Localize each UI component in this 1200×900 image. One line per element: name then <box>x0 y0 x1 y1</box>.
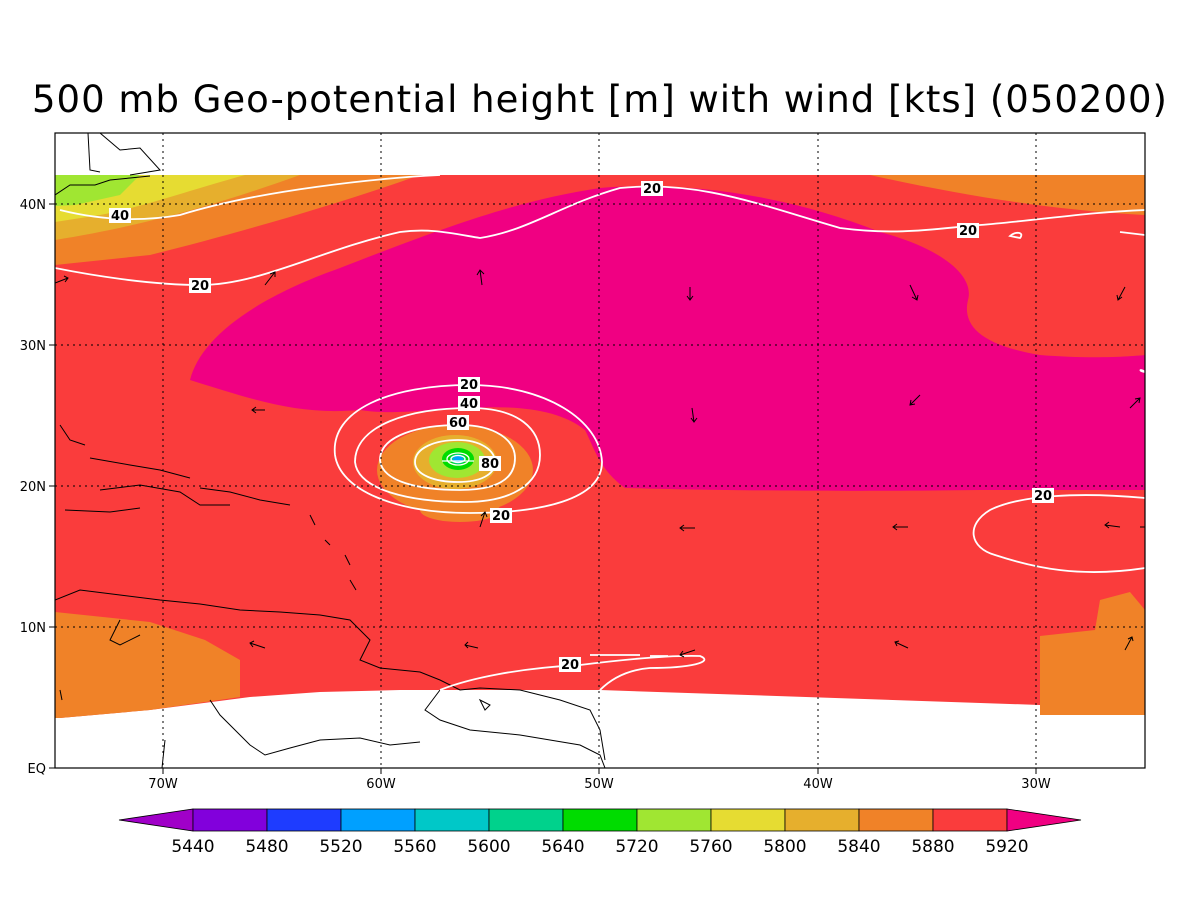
colorbar-swatch <box>636 808 712 832</box>
colorbar-level-label: 5920 <box>985 837 1028 857</box>
colorbar-swatch <box>932 808 1008 832</box>
contour-label: 20 <box>561 658 579 673</box>
colorbar-level-label: 5800 <box>763 837 806 857</box>
colorbar-swatch <box>118 808 194 832</box>
contour-label: 60 <box>449 416 467 431</box>
lon-label-50w: 50W <box>584 777 614 792</box>
plot-area <box>55 133 1145 768</box>
wind-vectors <box>55 269 1145 658</box>
contour-label: 80 <box>481 457 499 472</box>
colorbar-level-label: 5440 <box>171 837 214 857</box>
graticule <box>55 133 1145 768</box>
height-field-5920 <box>190 186 1145 491</box>
contour-label: 20 <box>191 279 209 294</box>
colorbar-level-label: 5560 <box>393 837 436 857</box>
colorbar-swatch <box>414 808 490 832</box>
lat-label-40n: 40N <box>20 198 46 213</box>
contour-label: 20 <box>460 378 478 393</box>
height-field-5840-south-east <box>1040 592 1145 715</box>
colorbar-swatch <box>340 808 416 832</box>
y-axis-ticks: 40N 30N 20N 10N EQ <box>20 198 55 777</box>
colorbar-swatch <box>784 808 860 832</box>
colorbar-level-label: 5600 <box>467 837 510 857</box>
x-axis-ticks: 70W 60W 50W 40W 30W <box>148 768 1051 792</box>
colorbar-swatch <box>562 808 638 832</box>
colorbar-swatch <box>488 808 564 832</box>
colorbar-level-label: 5760 <box>689 837 732 857</box>
coastlines <box>55 133 606 768</box>
colorbar-swatch <box>192 808 268 832</box>
colorbar-level-label: 5880 <box>911 837 954 857</box>
contour-labels: 20 20 20 20 20 20 40 40 60 80 20 <box>109 181 1054 673</box>
lat-label-eq: EQ <box>28 762 46 777</box>
contour-label: 20 <box>492 509 510 524</box>
lat-label-20n: 20N <box>20 480 46 495</box>
lat-label-10n: 10N <box>20 621 46 636</box>
colorbar-level-label: 5480 <box>245 837 288 857</box>
lon-label-30w: 30W <box>1021 777 1051 792</box>
colorbar-level-label: 5640 <box>541 837 584 857</box>
colorbar: 5440 5480 5520 5560 5600 5640 5720 5760 5800 5840… <box>118 808 1082 857</box>
lat-label-30n: 30N <box>20 339 46 354</box>
colorbar-swatch <box>266 808 342 832</box>
hurricane-core <box>377 425 533 522</box>
colorbar-level-label: 5520 <box>319 837 362 857</box>
contour-label: 20 <box>959 224 977 239</box>
lon-label-70w: 70W <box>148 777 178 792</box>
colorbar-swatch <box>858 808 934 832</box>
height-field-5840-south-west <box>55 612 240 718</box>
colorbar-level-label: 5840 <box>837 837 880 857</box>
plot-frame <box>54 132 1146 769</box>
lon-label-40w: 40W <box>803 777 833 792</box>
colorbar-swatch <box>710 808 786 832</box>
colorbar-level-label: 5720 <box>615 837 658 857</box>
map-title: 500 mb Geo-potential height [m] with win… <box>32 78 1168 121</box>
colorbar-swatch <box>1006 808 1082 832</box>
contour-label: 40 <box>111 209 129 224</box>
contour-label: 20 <box>1034 489 1052 504</box>
contour-label: 20 <box>643 182 661 197</box>
height-field-5720 <box>55 175 140 206</box>
lon-label-60w: 60W <box>366 777 396 792</box>
contour-label: 40 <box>460 397 478 412</box>
